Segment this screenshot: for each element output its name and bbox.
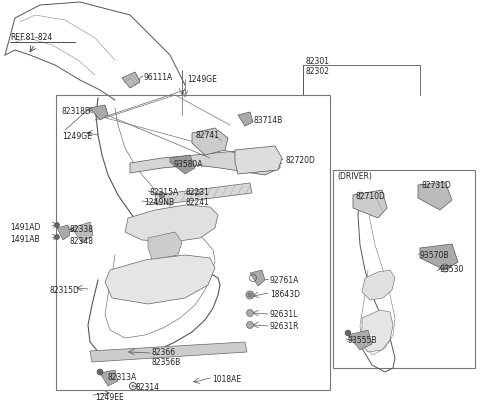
Polygon shape: [353, 190, 387, 218]
Text: REF.81-824: REF.81-824: [10, 33, 52, 42]
Polygon shape: [155, 183, 252, 205]
Text: 1249EE: 1249EE: [95, 393, 124, 402]
Circle shape: [247, 310, 253, 316]
Text: 82231: 82231: [186, 188, 210, 197]
Polygon shape: [235, 146, 282, 174]
Text: 1249GE: 1249GE: [62, 132, 92, 141]
Text: 1491AB: 1491AB: [10, 235, 40, 244]
Text: 82348: 82348: [70, 237, 94, 246]
Text: 96111A: 96111A: [144, 73, 173, 82]
Polygon shape: [170, 155, 195, 174]
Circle shape: [159, 192, 165, 198]
Polygon shape: [100, 370, 118, 386]
Polygon shape: [105, 255, 215, 304]
Polygon shape: [348, 330, 372, 350]
Circle shape: [97, 369, 103, 375]
Text: 93570B: 93570B: [420, 251, 449, 260]
Text: 82720D: 82720D: [285, 156, 315, 165]
Text: 82302: 82302: [305, 67, 329, 76]
Polygon shape: [362, 270, 395, 300]
Text: 93580A: 93580A: [173, 160, 203, 169]
Polygon shape: [420, 244, 458, 270]
Text: 92631R: 92631R: [270, 322, 300, 331]
Circle shape: [132, 384, 134, 388]
Text: 18643D: 18643D: [270, 290, 300, 299]
Text: 82338: 82338: [70, 225, 94, 234]
Text: (DRIVER): (DRIVER): [337, 172, 372, 181]
Text: 93530: 93530: [440, 265, 464, 274]
Circle shape: [55, 222, 60, 228]
Text: 82366: 82366: [152, 348, 176, 357]
Circle shape: [246, 291, 254, 299]
Polygon shape: [72, 222, 93, 243]
Circle shape: [443, 266, 447, 270]
Circle shape: [345, 330, 351, 336]
Text: 82314: 82314: [136, 383, 160, 392]
Text: 82315D: 82315D: [50, 286, 80, 295]
Polygon shape: [418, 182, 452, 210]
Polygon shape: [148, 232, 182, 260]
Text: 82301: 82301: [305, 57, 329, 66]
Polygon shape: [90, 105, 108, 120]
Polygon shape: [90, 342, 247, 362]
Text: 82241: 82241: [186, 198, 210, 207]
Text: 92761A: 92761A: [270, 276, 300, 285]
Text: 83714B: 83714B: [253, 116, 282, 125]
Text: 82356B: 82356B: [152, 358, 181, 367]
Text: 82741: 82741: [196, 131, 220, 140]
Circle shape: [55, 235, 60, 239]
Text: 93555B: 93555B: [348, 336, 377, 345]
Circle shape: [247, 322, 253, 328]
Polygon shape: [122, 72, 140, 88]
Polygon shape: [250, 270, 265, 286]
Text: 1249NB: 1249NB: [144, 198, 174, 207]
Polygon shape: [57, 225, 70, 240]
Polygon shape: [238, 112, 253, 126]
Bar: [56, 95, 330, 390]
Polygon shape: [192, 128, 228, 155]
Text: 82313A: 82313A: [108, 373, 137, 382]
Text: 1249GE: 1249GE: [187, 75, 217, 84]
Polygon shape: [130, 150, 280, 175]
Bar: [333, 170, 475, 368]
Text: 82710D: 82710D: [355, 192, 385, 201]
Polygon shape: [360, 310, 393, 352]
Text: 1018AE: 1018AE: [212, 375, 241, 384]
Text: 1491AD: 1491AD: [10, 223, 40, 232]
Circle shape: [248, 293, 252, 297]
Polygon shape: [125, 205, 218, 242]
Text: 92631L: 92631L: [270, 310, 299, 319]
Text: 82318D: 82318D: [62, 107, 92, 116]
Text: 82731D: 82731D: [422, 181, 452, 190]
Text: 82315A: 82315A: [150, 188, 179, 197]
